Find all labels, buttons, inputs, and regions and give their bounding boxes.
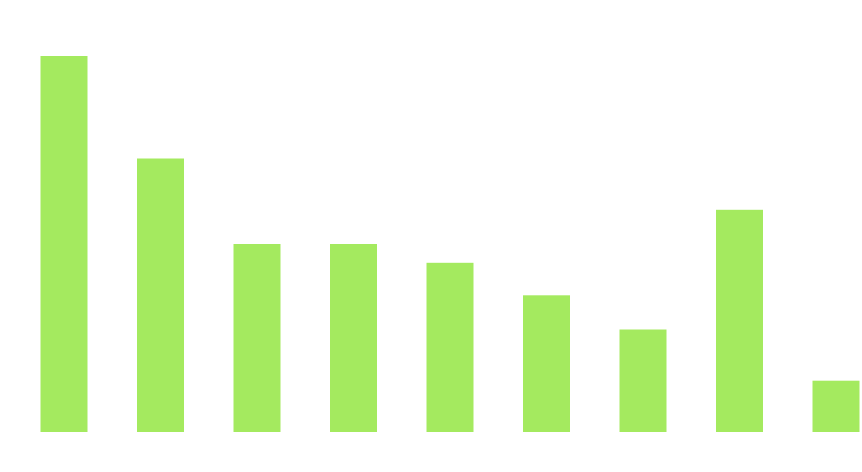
bar-5 xyxy=(426,262,474,432)
bar-series xyxy=(40,56,860,432)
bar-7 xyxy=(619,329,667,432)
bar-3 xyxy=(233,244,281,432)
bar-9 xyxy=(812,380,860,432)
bar-8 xyxy=(716,209,763,432)
bar-2 xyxy=(137,158,184,432)
bar-1 xyxy=(40,56,88,432)
bar-4 xyxy=(330,244,377,432)
bar-6 xyxy=(523,295,570,432)
